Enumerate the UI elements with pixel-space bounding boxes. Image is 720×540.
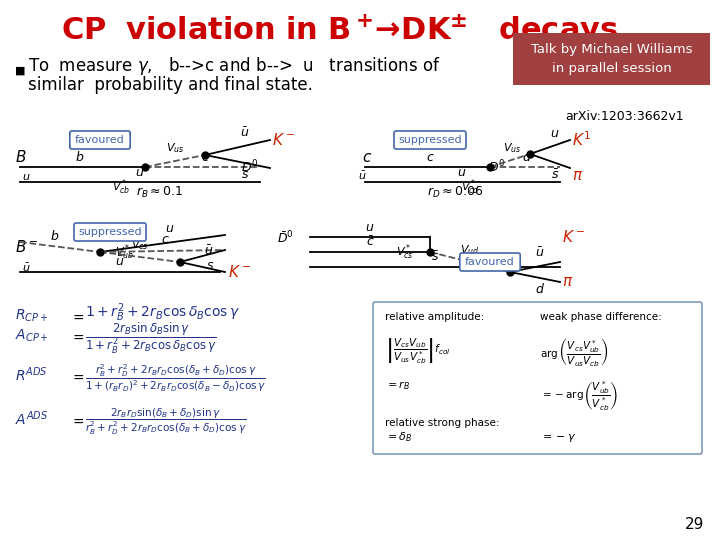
Text: $s$: $s$ [206,259,214,272]
Text: $\bar{c}$: $\bar{c}$ [366,235,374,249]
Text: $\bar{u}$: $\bar{u}$ [536,246,544,260]
Text: $c$: $c$ [161,233,169,246]
Text: $K^-$: $K^-$ [228,264,251,280]
Text: relative strong phase:: relative strong phase: [385,418,500,428]
Text: similar  probability and final state.: similar probability and final state. [28,76,313,94]
Text: $V_{cs}$: $V_{cs}$ [131,238,149,252]
Text: $V_{us}$: $V_{us}$ [503,141,521,155]
FancyBboxPatch shape [70,131,130,149]
Text: $\dfrac{2r_B\sin\delta_B\sin\gamma}{1 + r_B^2 + 2r_B\cos\delta_B\cos\gamma}$: $\dfrac{2r_B\sin\delta_B\sin\gamma}{1 + … [85,320,217,356]
Text: favoured: favoured [465,257,515,267]
Text: $r_B \approx 0.1$: $r_B \approx 0.1$ [136,185,184,200]
Text: $K^-$: $K^-$ [562,229,585,245]
Text: $\bar{s}$: $\bar{s}$ [431,251,439,264]
Text: $\dfrac{2r_Br_D\sin(\delta_B+\delta_D)\sin\gamma}{r_B^2+r_D^2+2r_Br_D\cos(\delta: $\dfrac{2r_Br_D\sin(\delta_B+\delta_D)\s… [85,407,247,437]
Text: 29: 29 [685,517,704,532]
Text: $R^{ADS}$: $R^{ADS}$ [15,366,48,384]
Text: $= \delta_B$: $= \delta_B$ [385,430,413,444]
Text: $\left|\dfrac{V_{cs}V_{ub}}{V_{us}V_{cb}^*}\right|f_{col}$: $\left|\dfrac{V_{cs}V_{ub}}{V_{us}V_{cb}… [385,336,451,366]
Text: $B$: $B$ [15,149,27,165]
FancyBboxPatch shape [513,33,710,85]
Text: $\bar{u}$: $\bar{u}$ [22,262,30,274]
Text: $u$: $u$ [457,166,467,179]
Text: $V_{us}$: $V_{us}$ [166,141,184,155]
Text: $\arg\left(\dfrac{V_{cs}V_{ub}^*}{V_{us}V_{cb}}\right)$: $\arg\left(\dfrac{V_{cs}V_{ub}^*}{V_{us}… [540,336,608,368]
Text: $\dfrac{r_B^2 + r_D^2 + 2r_Br_D\cos(\delta_B+\delta_D)\cos\gamma}{1+(r_Br_D)^2+2: $\dfrac{r_B^2 + r_D^2 + 2r_Br_D\cos(\del… [85,362,266,394]
Text: relative amplitude:: relative amplitude: [385,312,485,322]
Text: $u$: $u$ [365,221,374,234]
Text: $\mathbf{CP\ \ violation\ in\ B^+\!\!\rightarrow\!DK^{\pm}\ \ \ decays}$: $\mathbf{CP\ \ violation\ in\ B^+\!\!\ri… [61,12,618,48]
Text: $V_{cd}^*$: $V_{cd}^*$ [461,177,480,197]
Text: $\bar{u}$: $\bar{u}$ [204,245,214,258]
Text: $= -\gamma$: $= -\gamma$ [540,432,577,444]
Text: $\bar{u}$: $\bar{u}$ [358,170,366,182]
Text: $c$: $c$ [201,151,210,164]
Text: weak phase difference:: weak phase difference: [540,312,662,322]
Text: $V_{cb}^*$: $V_{cb}^*$ [112,177,130,197]
Text: $r_D \approx 0.06$: $r_D \approx 0.06$ [427,185,483,200]
Text: $c$: $c$ [362,150,372,165]
Text: $c$: $c$ [426,151,434,164]
Text: $u$: $u$ [22,172,30,182]
Text: $=$: $=$ [70,310,85,324]
Text: $\blacksquare$: $\blacksquare$ [14,64,25,77]
Text: $u$: $u$ [166,222,175,235]
Text: $d$: $d$ [522,150,532,164]
FancyBboxPatch shape [74,223,146,241]
Text: $D^0$: $D^0$ [488,158,505,175]
Text: $B^-$: $B^-$ [15,239,38,255]
Text: $K^-$: $K^-$ [272,132,295,148]
Text: $V_{cs}^*$: $V_{cs}^*$ [396,242,414,261]
Text: $u$: $u$ [135,166,145,179]
Text: $b$: $b$ [50,229,60,243]
Text: $s$: $s$ [241,168,249,181]
Text: $\pi$: $\pi$ [562,274,573,289]
Text: suppressed: suppressed [78,227,142,237]
Text: arXiv:1203:3662v1: arXiv:1203:3662v1 [565,110,683,123]
Text: $\bar{D}^0$: $\bar{D}^0$ [276,231,293,247]
Text: $\pi$: $\pi$ [572,168,583,184]
Text: $= -\arg\left(\dfrac{V_{ub}^*}{V_{cb}^*}\right)$: $= -\arg\left(\dfrac{V_{ub}^*}{V_{cb}^*}… [540,379,618,412]
Text: $\bar{u}$: $\bar{u}$ [240,126,250,140]
Text: $=$: $=$ [70,370,85,384]
Text: $= r_B$: $= r_B$ [385,379,410,392]
Text: $A^{ADS}$: $A^{ADS}$ [15,409,48,428]
Text: $=$: $=$ [70,414,85,428]
Text: $R_{CP+}$: $R_{CP+}$ [15,308,48,324]
Text: $A_{CP+}$: $A_{CP+}$ [15,328,49,344]
FancyBboxPatch shape [460,253,521,271]
FancyBboxPatch shape [394,131,466,149]
Text: $V_{ub}^*$: $V_{ub}^*$ [115,242,134,261]
Text: $\bar{s}$: $\bar{s}$ [551,168,559,181]
Text: favoured: favoured [75,135,125,145]
Text: $D^0$: $D^0$ [240,158,258,175]
Text: suppressed: suppressed [398,135,462,145]
Text: To  measure $\gamma$,   b-->c and b-->  u   transitions of: To measure $\gamma$, b-->c and b--> u tr… [28,55,441,77]
Text: $\bar{u}$: $\bar{u}$ [115,255,125,269]
Text: Talk by Michael Williams
in parallel session: Talk by Michael Williams in parallel ses… [531,43,692,75]
Text: $K^1$: $K^1$ [572,131,591,150]
Text: $b$: $b$ [76,150,85,164]
Text: $1 + r_B^2 + 2r_B\cos\delta_B\cos\gamma$: $1 + r_B^2 + 2r_B\cos\delta_B\cos\gamma$ [85,301,240,324]
Text: $=$: $=$ [70,330,85,344]
Text: $d$: $d$ [535,282,545,296]
Text: $u$: $u$ [550,127,559,140]
Text: $V_{ud}$: $V_{ud}$ [460,243,480,257]
FancyBboxPatch shape [373,302,702,454]
